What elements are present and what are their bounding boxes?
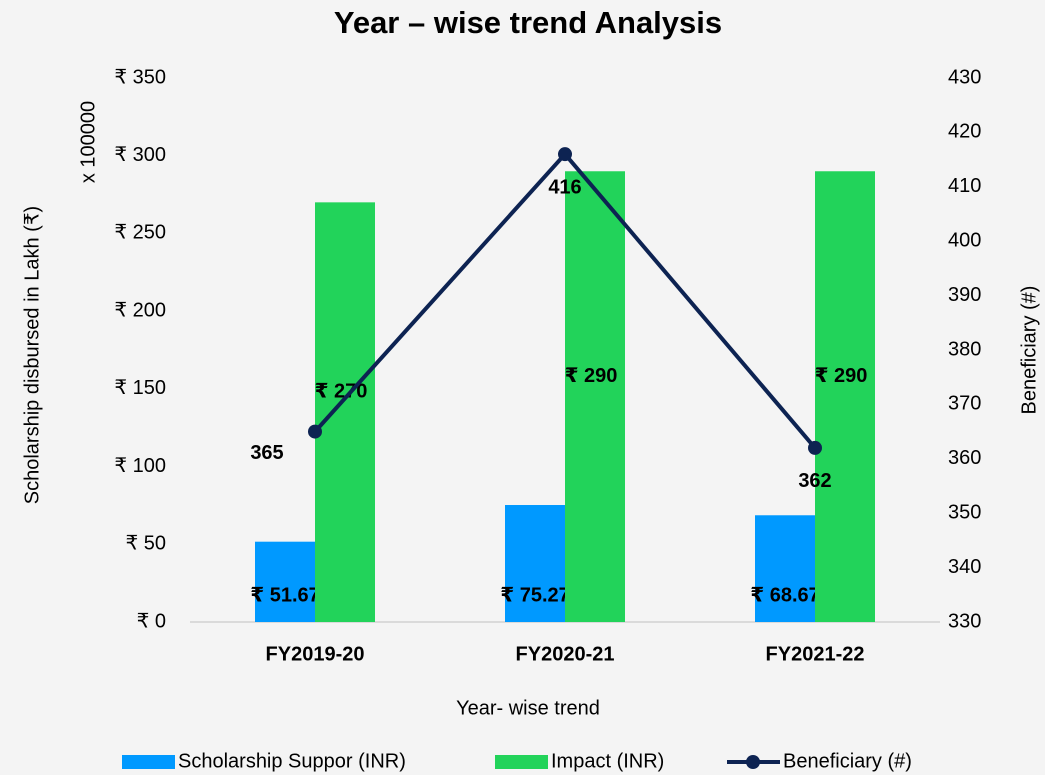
y2-tick-label: 380: [948, 338, 981, 360]
y-tick-label: ₹ 50: [125, 533, 166, 555]
bar: [505, 505, 565, 622]
x-tick-label: FY2020-21: [516, 643, 615, 665]
y2-tick-label: 420: [948, 121, 981, 143]
chart-title: Year – wise trend Analysis: [334, 5, 722, 40]
data-label: ₹ 51.67: [250, 584, 320, 606]
x-tick-label: FY2019-20: [266, 643, 365, 665]
y-tick-label: ₹ 350: [114, 66, 166, 88]
y2-axis-label: Beneficiary (#): [1018, 286, 1040, 415]
data-label: 365: [250, 442, 283, 464]
y-axis-annotation: x 100000: [77, 101, 99, 183]
line-point: [808, 440, 822, 455]
data-label: ₹ 68.67: [750, 584, 820, 606]
legend-label: Beneficiary (#): [783, 750, 912, 772]
legend-swatch-point: [746, 755, 760, 769]
legend-swatch: [122, 755, 175, 769]
y2-tick-label: 430: [948, 66, 981, 88]
y-tick-label: ₹ 200: [114, 299, 166, 321]
data-label: ₹ 290: [815, 365, 868, 387]
y-tick-label: ₹ 250: [114, 222, 166, 244]
bar: [755, 515, 815, 622]
y-tick-label: ₹ 300: [114, 144, 166, 166]
line-point: [308, 424, 322, 439]
bar: [815, 171, 875, 622]
legend-label: Scholarship Suppor (INR): [178, 750, 406, 772]
x-axis-label: Year- wise trend: [456, 697, 600, 719]
y2-tick-label: 370: [948, 393, 981, 415]
y-tick-label: ₹ 0: [137, 610, 166, 632]
bar: [315, 202, 375, 623]
y2-tick-label: 360: [948, 447, 981, 469]
y-tick-label: ₹ 150: [114, 377, 166, 399]
y2-tick-label: 340: [948, 556, 981, 578]
y2-tick-label: 390: [948, 284, 981, 306]
legend-swatch: [495, 755, 548, 769]
y2-tick-label: 410: [948, 175, 981, 197]
x-tick-label: FY2021-22: [766, 643, 865, 665]
data-label: 416: [548, 176, 581, 198]
line-point: [558, 147, 572, 162]
legend-label: Impact (INR): [551, 750, 664, 772]
bar: [255, 541, 315, 622]
y2-tick-label: 350: [948, 501, 981, 523]
bar: [565, 171, 625, 622]
data-label: 362: [798, 470, 831, 492]
data-label: ₹ 75.27: [500, 584, 570, 606]
y-axis-label: Scholarship disbursed in Lakh (₹): [21, 206, 43, 504]
y2-tick-label: 330: [948, 610, 981, 632]
data-label: ₹ 290: [565, 365, 618, 387]
y-tick-label: ₹ 100: [114, 455, 166, 477]
y2-tick-label: 400: [948, 229, 981, 251]
